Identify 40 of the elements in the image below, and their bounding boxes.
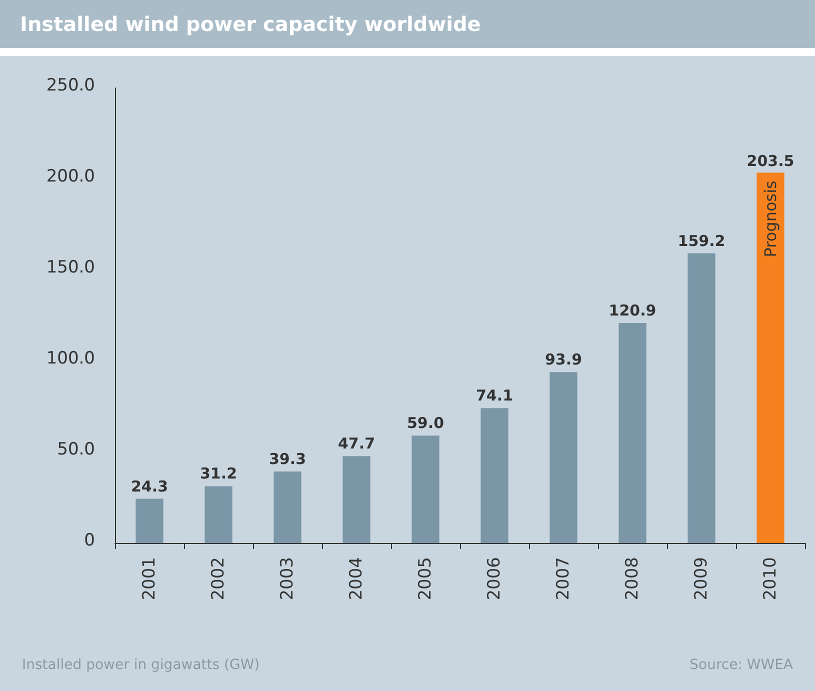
bar bbox=[550, 372, 578, 543]
data-label: 39.3 bbox=[268, 450, 306, 468]
data-label: 24.3 bbox=[130, 477, 168, 496]
y-tick-label: 250.0 bbox=[46, 76, 95, 96]
bar bbox=[480, 408, 508, 543]
y-tick-label: 200.0 bbox=[46, 166, 95, 186]
source-note: Source: WWEA bbox=[690, 657, 794, 673]
y-tick-label: 0 bbox=[84, 530, 95, 550]
y-tick-label: 50.0 bbox=[57, 440, 95, 460]
bar bbox=[274, 471, 302, 543]
x-tick-label: 2004 bbox=[346, 557, 366, 600]
text: Installed power in gigawatts (GW) bbox=[22, 657, 260, 673]
data-label: 93.9 bbox=[544, 350, 582, 369]
data-label: 120.9 bbox=[608, 301, 656, 320]
data-label: 203.5 bbox=[746, 152, 794, 170]
data-label: 31.2 bbox=[200, 464, 238, 483]
data-label: 47.7 bbox=[338, 434, 376, 453]
bar bbox=[688, 253, 716, 543]
y-tick-label: 150.0 bbox=[46, 258, 95, 278]
x-tick-label: 2003 bbox=[278, 557, 298, 600]
data-label: 159.2 bbox=[678, 232, 726, 250]
annotation: Prognosis bbox=[761, 180, 780, 258]
bar bbox=[342, 456, 370, 543]
data-label: 59.0 bbox=[406, 414, 444, 432]
x-tick-label: 2006 bbox=[484, 557, 504, 600]
x-tick-label: 2002 bbox=[208, 557, 228, 600]
bar bbox=[756, 172, 784, 543]
y-tick-label: 100.0 bbox=[46, 348, 95, 368]
bar bbox=[412, 436, 440, 543]
x-tick-label: 2009 bbox=[692, 557, 712, 600]
bar bbox=[204, 486, 232, 543]
x-tick-label: 2005 bbox=[416, 557, 436, 600]
chart-title: Installed wind power capacity worldwide bbox=[0, 0, 815, 48]
bar bbox=[618, 322, 646, 543]
x-tick-label: 2007 bbox=[554, 557, 574, 600]
bar bbox=[136, 498, 164, 543]
x-tick-label: 2008 bbox=[622, 557, 642, 600]
data-label: 74.1 bbox=[476, 386, 514, 405]
x-tick-label: 2001 bbox=[140, 557, 160, 600]
x-tick-label: 2010 bbox=[760, 557, 780, 600]
